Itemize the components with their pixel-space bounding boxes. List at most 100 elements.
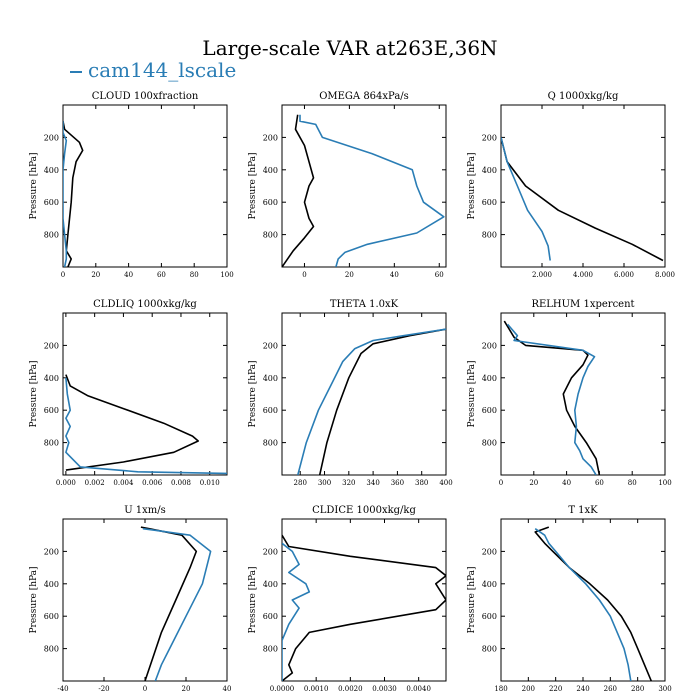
chart-panel: CLDICE 1000xkg/kg Pressure [hPa] 200 400 600… (248, 505, 447, 693)
x-tick-label: -40 (57, 685, 68, 693)
y-tick-label: 800 (44, 231, 59, 240)
y-tick-label: 400 (44, 580, 59, 589)
x-tick-label: 0.0000 (270, 685, 295, 693)
x-tick-label: 0.004 (113, 479, 134, 487)
x-tick-label: 0 (61, 271, 65, 279)
series-line-case (506, 323, 597, 475)
panel-title: Q 1000xkg/kg (548, 91, 619, 102)
x-tick-label: 0.010 (200, 479, 220, 487)
chart-panel: T 1xK Pressure [hPa] 200 400 600 800 180 200 220… (467, 505, 672, 693)
y-axis-label: Pressure [hPa] (29, 152, 39, 219)
y-tick-label: 200 (44, 341, 59, 350)
panel-title: RELHUM 1xpercent (531, 299, 634, 310)
y-tick-label: 600 (482, 612, 497, 621)
plot-frame (281, 312, 447, 476)
plot-frame (500, 312, 666, 476)
x-tick-label: 0.000 (56, 479, 76, 487)
series-line-case (297, 328, 446, 475)
x-tick-label: 0.002 (85, 479, 105, 487)
y-tick-label: 600 (263, 406, 278, 415)
series-line-control (63, 121, 84, 267)
y-tick-label: 800 (44, 439, 59, 448)
y-tick-label: 200 (482, 133, 497, 142)
y-tick-label: 400 (263, 374, 278, 383)
panel-title: T 1xK (568, 505, 598, 516)
chart-panel: CLDLIQ 1000xkg/kg Pressure [hPa] 200 400 600… (29, 299, 228, 487)
x-tick-label: 20 (182, 685, 191, 693)
series-line-control (501, 137, 664, 262)
x-tick-label: 8.000 (655, 271, 675, 279)
plot-frame (62, 312, 228, 476)
y-tick-label: 600 (263, 198, 278, 207)
y-axis-label: Pressure [hPa] (29, 566, 39, 633)
y-tick-label: 200 (44, 133, 59, 142)
y-tick-label: 800 (44, 645, 59, 654)
x-tick-label: 100 (658, 479, 671, 487)
x-tick-label: 0.0040 (406, 685, 431, 693)
x-tick-label: 280 (631, 685, 644, 693)
y-tick-label: 400 (482, 374, 497, 383)
y-axis-label: Pressure [hPa] (248, 360, 258, 427)
chart-panel: THETA 1.0xK Pressure [hPa] 200 400 600 800 280… (248, 299, 453, 487)
y-tick-label: 800 (263, 645, 278, 654)
x-tick-label: 0.008 (171, 479, 191, 487)
series-line-control (503, 320, 601, 475)
y-tick-label: 600 (44, 612, 59, 621)
x-tick-label: 80 (628, 479, 637, 487)
panel-title: CLDLIQ 1000xkg/kg (93, 299, 197, 310)
series-line-case (142, 527, 212, 681)
x-tick-label: 380 (415, 479, 428, 487)
x-tick-label: 360 (391, 479, 404, 487)
x-tick-label: 20 (345, 271, 354, 279)
y-tick-label: 600 (482, 198, 497, 207)
x-tick-label: 240 (576, 685, 589, 693)
y-tick-label: 400 (482, 580, 497, 589)
x-tick-label: 280 (294, 479, 307, 487)
plot-frame (281, 104, 447, 268)
y-tick-label: 200 (263, 341, 278, 350)
y-tick-label: 200 (482, 341, 497, 350)
y-tick-label: 600 (263, 612, 278, 621)
series-line-case (501, 137, 551, 261)
plot-frame (281, 518, 447, 682)
x-tick-label: 60 (595, 479, 604, 487)
y-axis-label: Pressure [hPa] (248, 566, 258, 633)
x-tick-label: 0.0020 (338, 685, 363, 693)
y-axis-label: Pressure [hPa] (467, 360, 477, 427)
chart-panel: Q 1000xkg/kg Pressure [hPa] 200 400 600 800 2.… (467, 91, 675, 279)
y-tick-label: 400 (263, 580, 278, 589)
y-tick-label: 200 (44, 547, 59, 556)
y-axis-label: Pressure [hPa] (467, 152, 477, 219)
chart-title: Large-scale VAR at263E,36N (202, 36, 498, 60)
x-tick-label: 6.000 (614, 271, 634, 279)
series-line-control (140, 526, 198, 681)
x-tick-label: 220 (549, 685, 562, 693)
series-line-case (63, 121, 68, 267)
y-tick-label: 200 (482, 547, 497, 556)
chart-panel: U 1xm/s Pressure [hPa] 200 400 600 800 -40 -20 0… (29, 505, 231, 693)
y-tick-label: 200 (263, 133, 278, 142)
x-tick-label: 20 (91, 271, 100, 279)
y-tick-label: 400 (44, 166, 59, 175)
y-axis-label: Pressure [hPa] (248, 152, 258, 219)
plot-frame (62, 104, 228, 268)
y-tick-label: 400 (44, 374, 59, 383)
x-tick-label: 260 (604, 685, 617, 693)
y-tick-label: 800 (263, 439, 278, 448)
x-tick-label: 40 (223, 685, 232, 693)
x-tick-label: 400 (439, 479, 452, 487)
y-tick-label: 800 (482, 231, 497, 240)
x-tick-label: 200 (522, 685, 535, 693)
x-tick-label: 60 (157, 271, 166, 279)
x-tick-label: 100 (220, 271, 233, 279)
legend: cam144_lscale (70, 58, 236, 82)
y-tick-label: 200 (263, 547, 278, 556)
y-tick-label: 600 (482, 406, 497, 415)
x-tick-label: 40 (562, 479, 571, 487)
series-line-control (65, 374, 199, 471)
x-tick-label: -20 (98, 685, 109, 693)
x-tick-label: 60 (435, 271, 444, 279)
y-axis-label: Pressure [hPa] (29, 360, 39, 427)
